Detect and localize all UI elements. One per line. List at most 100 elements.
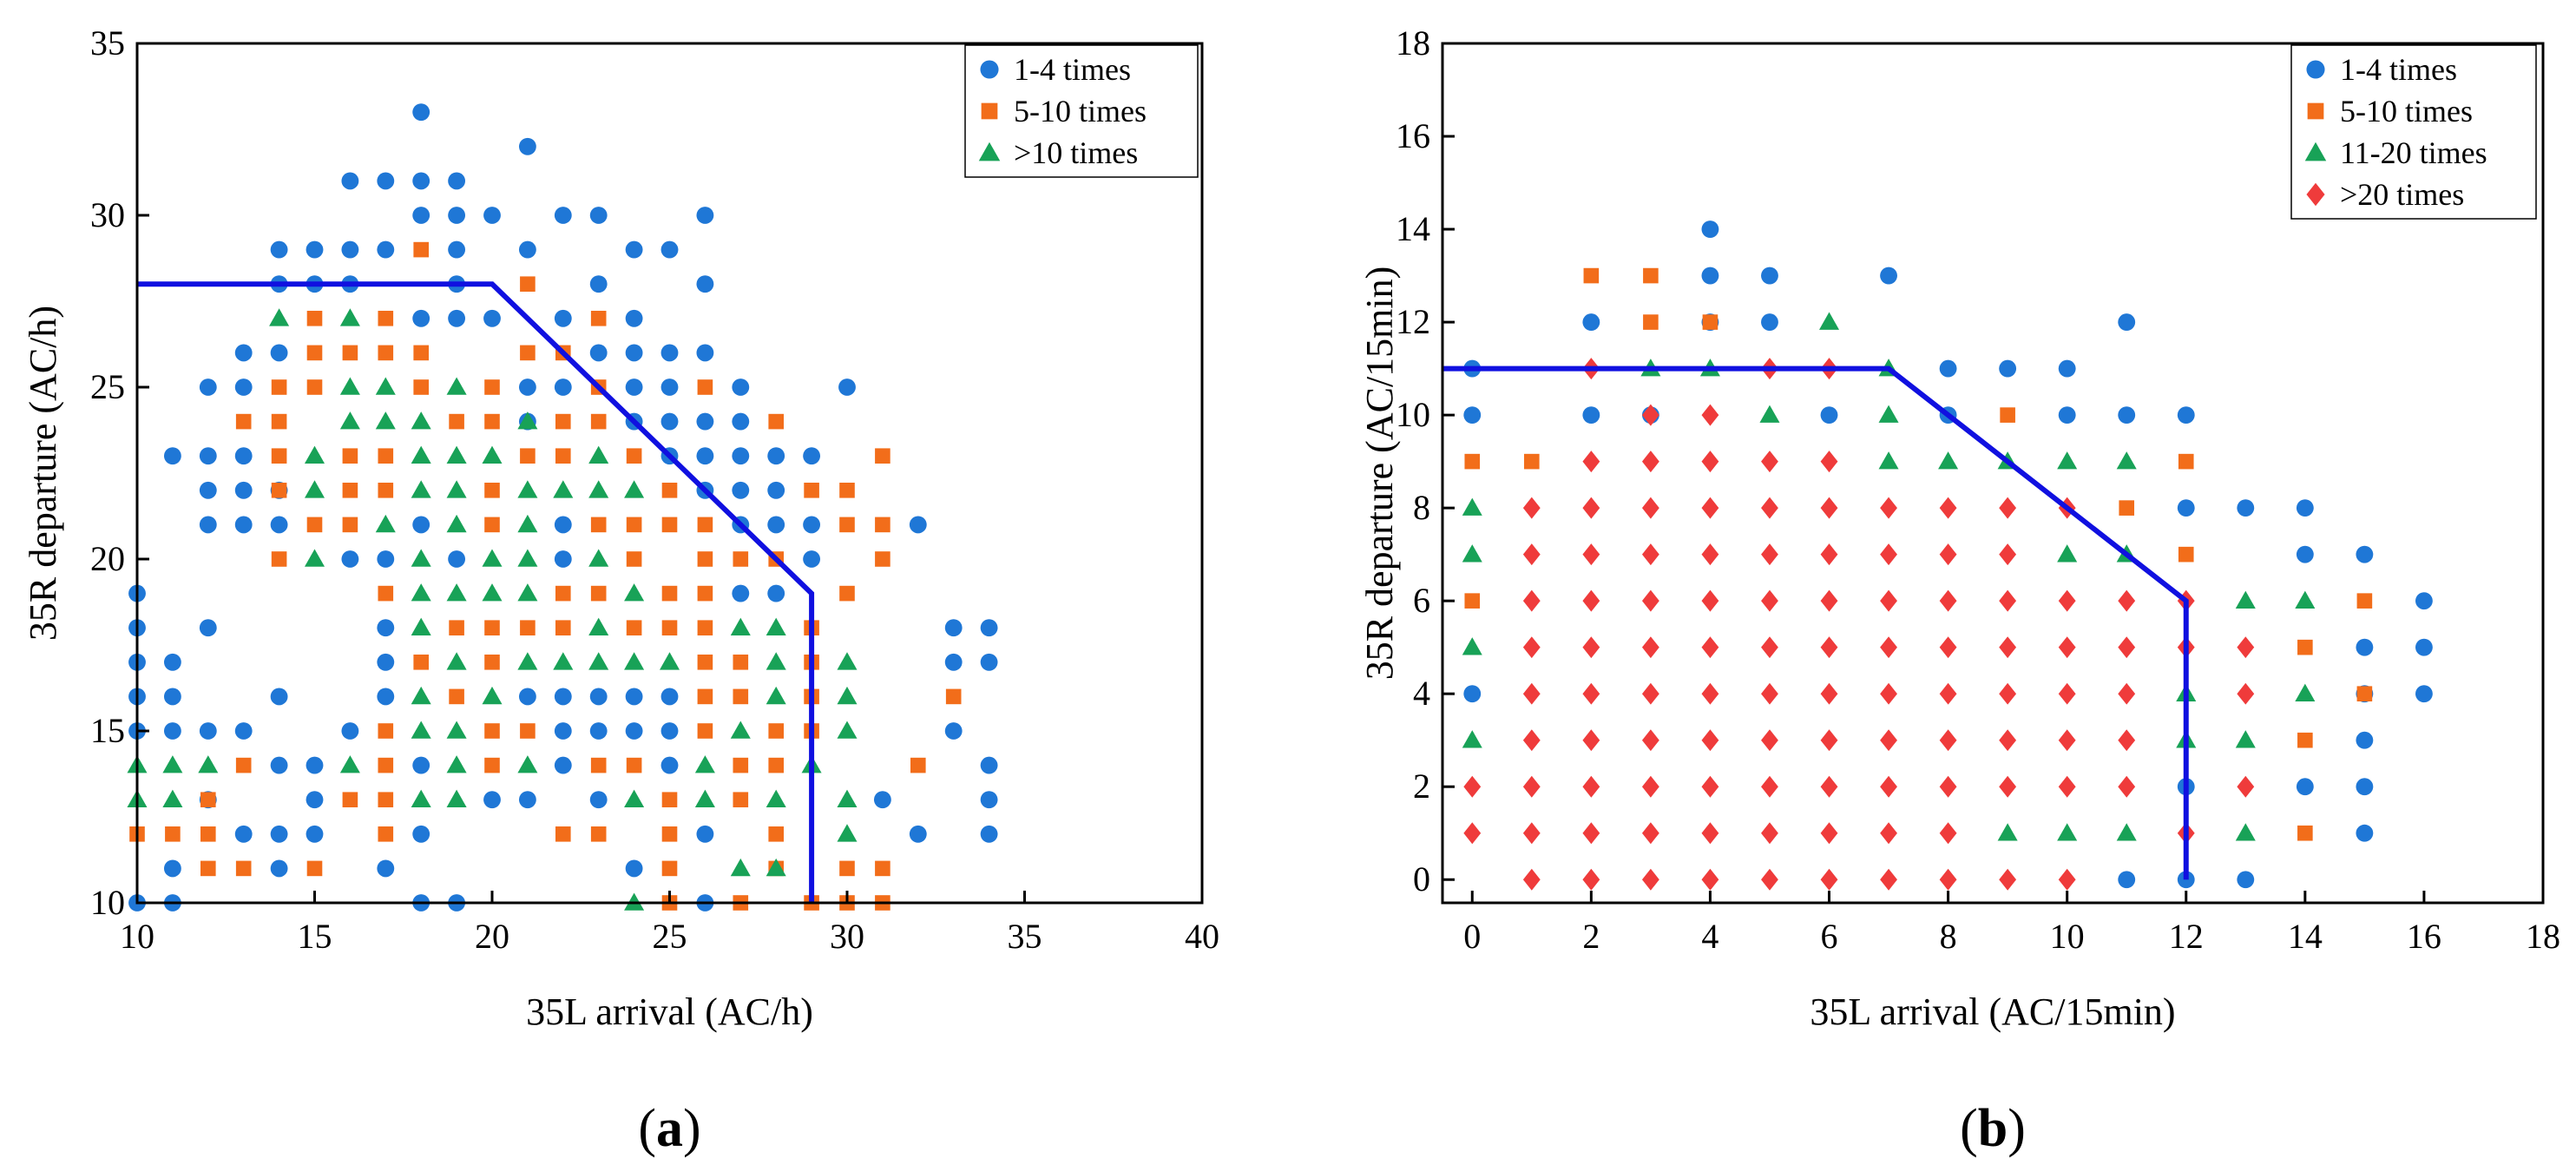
data-point bbox=[555, 585, 571, 602]
legend-marker bbox=[2306, 60, 2325, 79]
data-point bbox=[1701, 543, 1719, 566]
data-point bbox=[1997, 823, 2018, 841]
data-point bbox=[625, 240, 643, 259]
data-point bbox=[1820, 497, 1838, 519]
data-point bbox=[1641, 497, 1659, 519]
data-point bbox=[661, 860, 678, 877]
data-point bbox=[625, 378, 643, 396]
data-point bbox=[411, 411, 431, 430]
data-point bbox=[625, 859, 643, 878]
y-tick-label: 16 bbox=[1396, 116, 1430, 155]
data-point bbox=[590, 757, 607, 773]
data-point bbox=[1463, 822, 1482, 845]
data-point bbox=[1522, 497, 1541, 519]
data-point bbox=[1641, 775, 1659, 798]
y-tick-label: 4 bbox=[1413, 674, 1430, 713]
data-point bbox=[1641, 451, 1659, 473]
data-point bbox=[875, 517, 890, 533]
data-point bbox=[484, 620, 500, 635]
data-point bbox=[730, 721, 751, 739]
legend-box bbox=[964, 44, 1199, 178]
data-point bbox=[448, 309, 466, 327]
data-point bbox=[1820, 822, 1838, 845]
data-point bbox=[484, 757, 500, 773]
data-point bbox=[2297, 732, 2313, 748]
data-point bbox=[270, 240, 288, 259]
x-tick-label: 2 bbox=[1582, 917, 1600, 956]
data-point bbox=[517, 583, 538, 602]
data-point bbox=[484, 379, 500, 395]
data-point bbox=[342, 517, 358, 533]
data-point bbox=[588, 445, 609, 464]
data-point bbox=[2058, 682, 2076, 705]
data-point bbox=[270, 516, 288, 534]
data-point bbox=[484, 723, 500, 739]
data-point bbox=[1641, 822, 1659, 845]
data-point bbox=[1880, 267, 1897, 285]
data-point bbox=[199, 516, 217, 534]
data-point bbox=[378, 723, 394, 739]
y-tick-label: 6 bbox=[1413, 581, 1430, 620]
y-tick-label: 10 bbox=[90, 883, 125, 922]
data-point bbox=[483, 207, 501, 224]
data-point bbox=[1641, 636, 1659, 659]
data-point bbox=[517, 549, 538, 567]
data-point bbox=[837, 721, 858, 739]
data-point bbox=[588, 480, 609, 498]
data-point bbox=[1759, 405, 1780, 423]
data-point bbox=[1939, 543, 1957, 566]
data-point bbox=[733, 757, 749, 773]
data-point bbox=[271, 551, 287, 567]
data-point bbox=[1701, 682, 1719, 705]
data-point bbox=[660, 378, 679, 396]
data-point bbox=[554, 207, 572, 224]
data-point bbox=[839, 517, 855, 533]
x-axis-label-b: 35L arrival (AC/15min) bbox=[1810, 991, 2175, 1033]
legend-label: 1-4 times bbox=[2340, 52, 2457, 87]
data-point bbox=[199, 619, 217, 637]
data-point bbox=[341, 722, 359, 740]
data-point bbox=[589, 688, 608, 706]
data-point bbox=[341, 240, 359, 259]
data-point bbox=[377, 172, 395, 190]
data-point bbox=[1880, 729, 1897, 752]
data-point bbox=[306, 517, 323, 533]
data-point bbox=[2297, 639, 2313, 655]
data-point bbox=[483, 309, 501, 327]
data-point bbox=[1820, 868, 1838, 891]
data-point bbox=[449, 688, 464, 705]
data-point bbox=[661, 826, 678, 842]
x-tick-label: 20 bbox=[475, 917, 509, 956]
data-point bbox=[697, 655, 713, 670]
data-point bbox=[732, 447, 750, 465]
data-point bbox=[517, 411, 538, 430]
data-point bbox=[626, 620, 642, 635]
data-point bbox=[520, 448, 536, 464]
data-point bbox=[1939, 682, 1957, 705]
data-point bbox=[2356, 686, 2373, 701]
data-point bbox=[413, 241, 429, 258]
data-point bbox=[1702, 314, 1718, 330]
data-point bbox=[1820, 543, 1838, 566]
data-point bbox=[339, 755, 360, 773]
data-point bbox=[1761, 267, 1778, 285]
data-point bbox=[446, 480, 467, 498]
legend-label: 5-10 times bbox=[2340, 94, 2473, 128]
data-point bbox=[2235, 590, 2256, 609]
data-point bbox=[980, 756, 998, 774]
data-point bbox=[1463, 406, 1482, 425]
legend-label: 5-10 times bbox=[1014, 94, 1147, 128]
y-axis-label-a: 35R departure (AC/h) bbox=[22, 306, 64, 641]
data-point bbox=[661, 792, 678, 807]
data-point bbox=[484, 655, 500, 670]
data-point bbox=[697, 620, 713, 635]
data-point bbox=[2296, 545, 2314, 563]
data-point bbox=[588, 549, 609, 567]
data-point bbox=[733, 655, 749, 670]
data-point bbox=[1582, 729, 1600, 752]
data-point bbox=[1939, 589, 1957, 612]
data-point bbox=[1522, 543, 1541, 566]
data-point bbox=[339, 308, 360, 326]
data-point bbox=[1701, 497, 1719, 519]
data-point bbox=[590, 517, 607, 533]
